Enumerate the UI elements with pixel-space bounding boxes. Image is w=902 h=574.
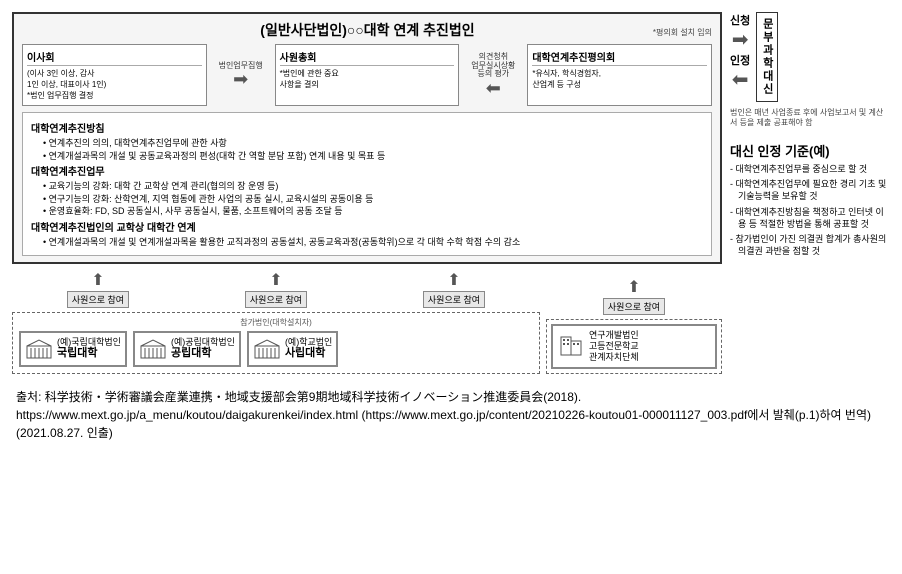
sec1-list: 연계추진의 의의, 대학연계추진업무에 관한 사항 연계개설과목의 개설 및 공… xyxy=(43,137,703,162)
list-item: 연계개설과목의 개설 및 연계개설과목을 활용한 교직과정의 공동설치, 공동교… xyxy=(43,236,703,249)
diagram-wrap: (일반사단법인)○○대학 연계 추진법인 *평의회 설치 임의 이사회 (이사 … xyxy=(12,12,890,374)
list-item: 연계개설과목의 개설 및 공동교육과정의 편성(대학 간 역할 분담 포함) 연… xyxy=(43,150,703,163)
arrow-left-icon: ⬅ xyxy=(732,70,749,90)
source-text: 科学技術・学術審議会産業連携・地域支援部会第9期地域科学技術イノベーション推進委… xyxy=(16,390,871,440)
list-item: 운영효율화: FD, SD 공동실시, 사무 공동실시, 물품, 소프트웨어의 … xyxy=(43,205,703,218)
criteria-item: - 참가법인이 가진 의결권 합계가 총사원의 의결권 과반을 점할 것 xyxy=(730,234,890,257)
arrow-left-icon: ⬅ xyxy=(486,79,501,97)
list-item: 연구기능의 강화: 산학연계, 지역 협동에 관한 사업의 공동 실시, 교육시… xyxy=(43,193,703,206)
arrow-up-icon: ⬆ xyxy=(12,270,184,290)
extra-line: 연구개발법인 xyxy=(589,330,639,341)
apply-label: 신청 xyxy=(730,12,750,28)
building-icon xyxy=(25,338,53,360)
office-icon xyxy=(557,335,585,357)
criteria-list: - 대학연계추진업무를 중심으로 할 것 - 대학연계추진업무에 필요한 경리 … xyxy=(730,164,890,258)
sec3-list: 연계개설과목의 개설 및 연계개설과목을 활용한 교직과정의 공동설치, 공동교… xyxy=(43,236,703,249)
sec2-list: 교육기능의 강화: 대학 간 교학상 연계 관리(협의의 장 운영 등) 연구기… xyxy=(43,180,703,218)
extra-col: ⬆ 사원으로 참여 연구개발법인 고등전문학교 관계자치단체 xyxy=(546,277,722,373)
council-line: *유식자, 학식경험자, xyxy=(532,68,707,79)
left-column: (일반사단법인)○○대학 연계 추진법인 *평의회 설치 임의 이사회 (이사 … xyxy=(12,12,722,374)
list-item: 연계추진의 의의, 대학연계추진업무에 관한 사항 xyxy=(43,137,703,150)
criteria-header: 대신 인정 기준(예) xyxy=(730,141,890,160)
board-header: 이사회 xyxy=(27,49,202,66)
policy-content: 대학연계추진방침 연계추진의 의의, 대학연계추진업무에 관한 사항 연계개설과… xyxy=(22,112,712,256)
building-icon xyxy=(139,338,167,360)
arrow-right-icon: ➡ xyxy=(233,70,248,88)
source-label: 출처: xyxy=(16,390,41,404)
criteria-item: - 대학연계추진업무를 중심으로 할 것 xyxy=(730,164,890,176)
board-box: 이사회 (이사 3인 이상, 감사 1인 이상, 대표이사 1인) *법인 업무… xyxy=(22,44,207,106)
participate-label: 사원으로 참여 xyxy=(603,298,665,315)
participate-label: 사원으로 참여 xyxy=(423,291,485,308)
arrow-eval: 의견청취 업무실시상황 등의 평가 ⬅ xyxy=(463,44,523,106)
list-item: 교육기능의 강화: 대학 간 교학상 연계 관리(협의의 장 운영 등) xyxy=(43,180,703,193)
sec2-hdr: 대학연계추진업무 xyxy=(31,166,703,180)
main-corporation-box: (일반사단법인)○○대학 연계 추진법인 *평의회 설치 임의 이사회 (이사 … xyxy=(12,12,722,264)
general-line: *법인에 관한 중요 xyxy=(280,68,455,79)
inst-private: (예)학교법인 사립대학 xyxy=(247,331,338,367)
general-meeting-box: 사원총회 *법인에 관한 중요 사항을 결의 xyxy=(275,44,460,106)
board-line: (이사 3인 이상, 감사 xyxy=(27,68,202,79)
criteria-item: - 대학연계추진업무에 필요한 경리 기초 및 기술능력을 보유할 것 xyxy=(730,179,890,202)
group-label: 참가법인(대학설치자) xyxy=(19,317,533,328)
criteria-item: - 대학연계추진방침을 책정하고 인터넷 이용 등 적절한 방법을 통해 공표할… xyxy=(730,207,890,230)
sec1-hdr: 대학연계추진방침 xyxy=(31,123,703,137)
arrow-eval-label: 의견청취 업무실시상황 등의 평가 xyxy=(471,53,515,79)
members-row: ⬆ 사원으로 참여 ⬆ 사원으로 참여 ⬆ 사원으로 참여 참가법인(대학설치자… xyxy=(12,270,722,374)
council-header: 대학연계추진평의회 xyxy=(532,49,707,66)
building-icon xyxy=(253,338,281,360)
apply-approve-arrows: 신청 ➡ 인정 ⬅ xyxy=(730,12,750,90)
main-title: (일반사단법인)○○대학 연계 추진법인 xyxy=(260,20,474,40)
inst-sub: (예)국립대학법인 xyxy=(57,337,121,348)
participate-label: 사원으로 참여 xyxy=(67,291,129,308)
arrow-exec: 법인업무집행 ➡ xyxy=(211,44,271,106)
governance-row: 이사회 (이사 3인 이상, 감사 1인 이상, 대표이사 1인) *법인 업무… xyxy=(22,44,712,106)
member-col: ⬆ 사원으로 참여 xyxy=(368,270,540,308)
arrow-up-icon: ⬆ xyxy=(546,277,722,297)
ministry-box: 문부과학대신 xyxy=(756,12,778,102)
note-right: *평의회 설치 임의 xyxy=(653,27,712,38)
sec3-hdr: 대학연계추진법인의 교학상 대학간 연계 xyxy=(31,222,703,236)
extra-line: 고등전문학교 xyxy=(589,341,639,352)
right-note: 법인은 매년 사업종료 후에 사업보고서 및 계산서 등을 제출 공표해야 함 xyxy=(730,108,890,129)
member-col: ⬆ 사원으로 참여 xyxy=(190,270,362,308)
members-group-wrap: ⬆ 사원으로 참여 ⬆ 사원으로 참여 ⬆ 사원으로 참여 참가법인(대학설치자… xyxy=(12,270,540,374)
inst-other: 연구개발법인 고등전문학교 관계자치단체 xyxy=(551,324,717,368)
inst-name: 사립대학 xyxy=(285,347,332,360)
council-line: 산업계 등 구성 xyxy=(532,79,707,90)
right-column: 신청 ➡ 인정 ⬅ 문부과학대신 법인은 매년 사업종료 후에 사업보고서 및 … xyxy=(730,12,890,374)
board-line: *법인 업무집행 결정 xyxy=(27,90,202,101)
source-citation: 출처: 科学技術・学術審議会産業連携・地域支援部会第9期地域科学技術イノベーショ… xyxy=(12,388,890,442)
inst-name: 국립대학 xyxy=(57,347,121,360)
member-col: ⬆ 사원으로 참여 xyxy=(12,270,184,308)
arrow-right-icon: ➡ xyxy=(732,30,749,50)
inst-national: (예)국립대학법인 국립대학 xyxy=(19,331,127,367)
approve-label: 인정 xyxy=(730,52,750,68)
council-box: 대학연계추진평의회 *유식자, 학식경험자, 산업계 등 구성 xyxy=(527,44,712,106)
inst-sub: (예)학교법인 xyxy=(285,337,332,348)
extra-line: 관계자치단체 xyxy=(589,352,639,363)
arrow-up-icon: ⬆ xyxy=(190,270,362,290)
extra-dashed: 연구개발법인 고등전문학교 관계자치단체 xyxy=(546,319,722,373)
general-header: 사원총회 xyxy=(280,49,455,66)
inst-public: (예)공립대학법인 공립대학 xyxy=(133,331,241,367)
inst-sub: (예)공립대학법인 xyxy=(171,337,235,348)
board-line: 1인 이상, 대표이사 1인) xyxy=(27,79,202,90)
participate-label: 사원으로 참여 xyxy=(245,291,307,308)
general-line: 사항을 결의 xyxy=(280,79,455,90)
arrow-up-icon: ⬆ xyxy=(368,270,540,290)
participants-dashed: 참가법인(대학설치자) (예)국립대학법인 국립대학 xyxy=(12,312,540,374)
inst-name: 공립대학 xyxy=(171,347,235,360)
right-top: 신청 ➡ 인정 ⬅ 문부과학대신 xyxy=(730,12,890,102)
